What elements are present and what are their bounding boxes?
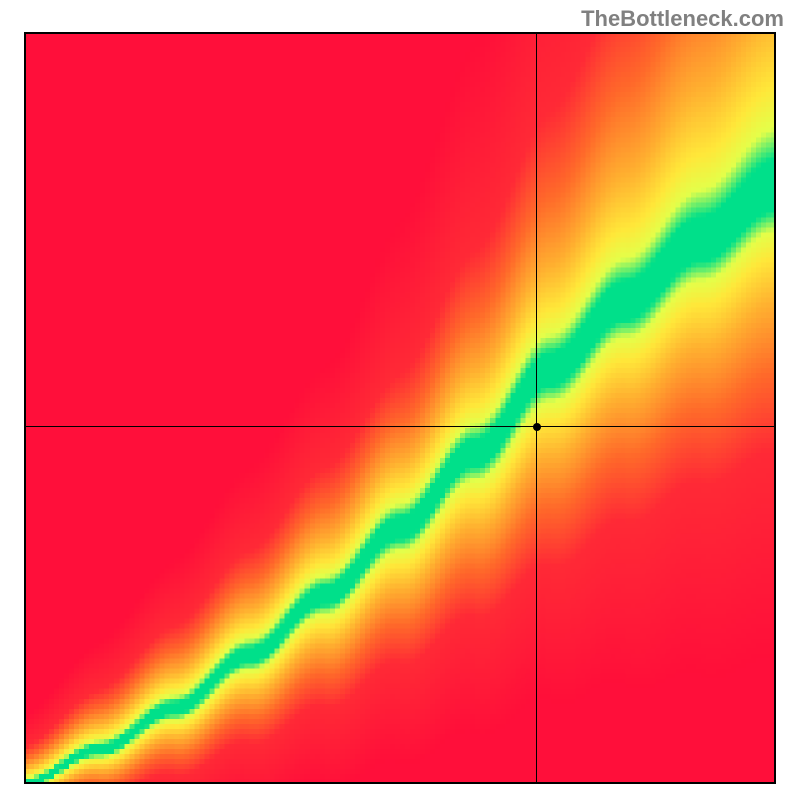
watermark-text: TheBottleneck.com (581, 6, 784, 32)
chart-container: TheBottleneck.com (0, 0, 800, 800)
plot-border (24, 32, 776, 784)
